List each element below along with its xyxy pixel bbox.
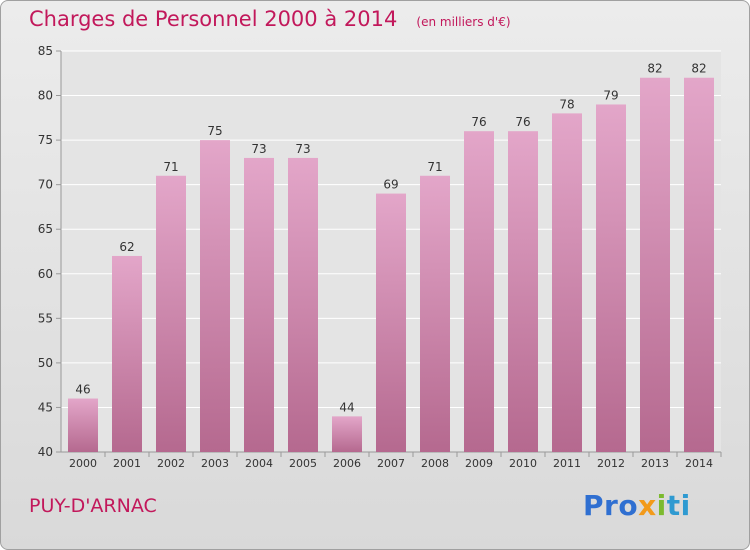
bar-value-label: 46	[75, 383, 90, 397]
bar	[464, 131, 494, 452]
bar-value-label: 76	[515, 115, 530, 129]
x-tick-label: 2014	[685, 457, 713, 470]
x-tick-label: 2010	[509, 457, 537, 470]
y-tick-label: 75	[38, 133, 53, 147]
bar	[640, 77, 670, 452]
bar-value-label: 73	[295, 142, 310, 156]
bar-value-label: 82	[691, 62, 706, 76]
y-tick-label: 55	[38, 311, 53, 325]
chart-title: Charges de Personnel 2000 à 2014 (en mil…	[29, 7, 511, 31]
y-tick-label: 45	[38, 400, 53, 414]
bar-value-label: 69	[383, 178, 398, 192]
bar-value-label: 73	[251, 142, 266, 156]
x-tick-label: 2004	[245, 457, 273, 470]
bar-value-label: 71	[427, 160, 442, 174]
bar-value-label: 62	[119, 240, 134, 254]
y-tick-label: 85	[38, 44, 53, 58]
commune-name: PUY-D'ARNAC	[29, 495, 157, 517]
x-tick-label: 2008	[421, 457, 449, 470]
y-tick-label: 50	[38, 356, 53, 370]
bar-value-label: 71	[163, 160, 178, 174]
bar	[332, 416, 362, 452]
bar	[200, 140, 230, 452]
bar	[244, 157, 274, 452]
chart-title-main: Charges de Personnel 2000 à 2014	[29, 7, 398, 31]
x-tick-label: 2002	[157, 457, 185, 470]
x-tick-label: 2007	[377, 457, 405, 470]
y-tick-label: 65	[38, 222, 53, 236]
data-labels: 46 62 71 75 73 73 44 69 71 76 76 78 79 82 82	[75, 62, 706, 415]
axes: 40 45 50 55 60 65 70 75 80 85 2000 2001 2002 2003 2004…	[38, 44, 722, 470]
y-tick-label: 70	[38, 178, 53, 192]
bar-value-label: 78	[559, 97, 574, 111]
bars	[68, 77, 714, 453]
x-tick-label: 2005	[289, 457, 317, 470]
bar	[288, 157, 318, 452]
bar	[552, 113, 582, 452]
x-tick-label: 2009	[465, 457, 493, 470]
bar-value-label: 76	[471, 115, 486, 129]
bar-value-label: 79	[603, 88, 618, 102]
bar	[68, 398, 98, 452]
bar	[112, 255, 142, 452]
x-tick-label: 2003	[201, 457, 229, 470]
y-tick-label: 80	[38, 89, 53, 103]
x-tick-label: 2001	[113, 457, 141, 470]
bar	[156, 175, 186, 452]
bar-value-label: 44	[339, 400, 354, 414]
bar	[508, 131, 538, 452]
y-tick-label: 40	[38, 445, 53, 459]
bar	[376, 193, 406, 453]
x-tick-label: 2006	[333, 457, 361, 470]
y-tick-label: 60	[38, 267, 53, 281]
proxiti-logo: Proxiti	[583, 489, 691, 522]
bar-value-label: 75	[207, 124, 222, 138]
bar	[420, 175, 450, 452]
bar	[596, 104, 626, 452]
x-tick-label: 2013	[641, 457, 669, 470]
bar-value-label: 82	[647, 62, 662, 76]
x-tick-label: 2012	[597, 457, 625, 470]
bar	[684, 77, 714, 452]
x-tick-label: 2000	[69, 457, 97, 470]
chart-subtitle: (en milliers d'€)	[416, 15, 511, 29]
x-tick-label: 2011	[553, 457, 581, 470]
